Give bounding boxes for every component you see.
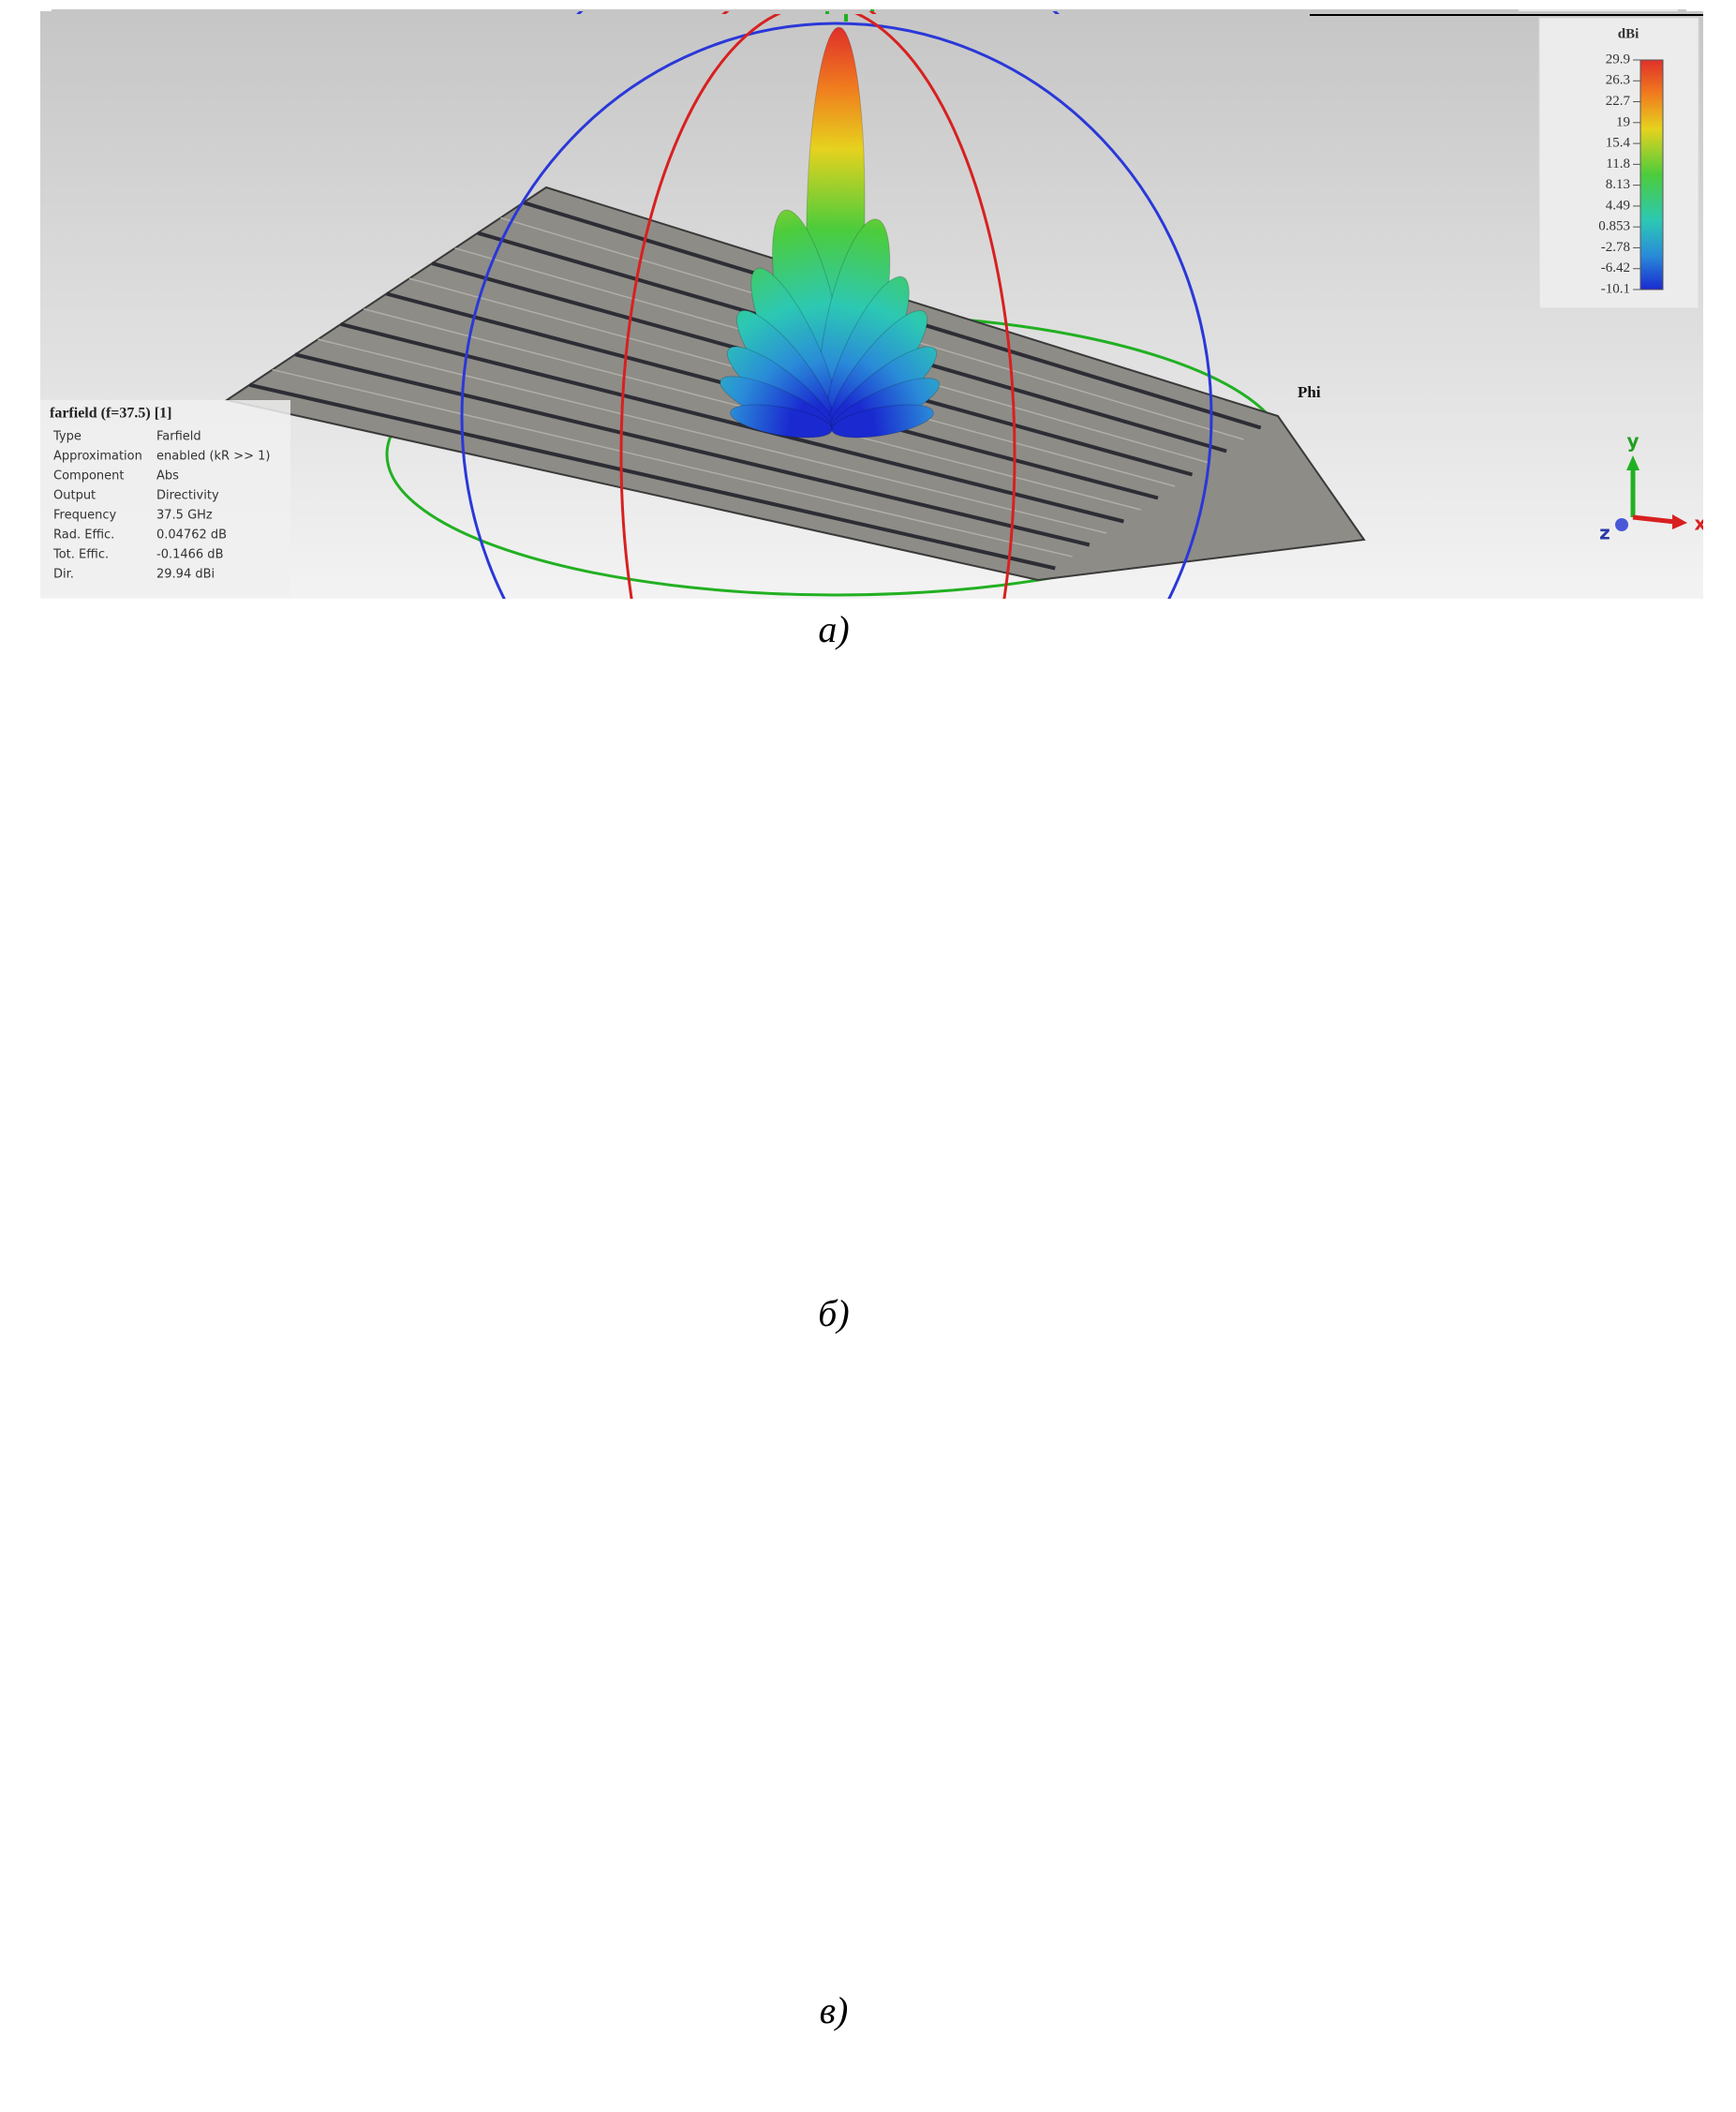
- info-label: Output: [53, 489, 96, 503]
- caption: в): [819, 1989, 849, 2031]
- colorbar-bar: [1640, 59, 1664, 290]
- colorbar-tick-label: 4.49: [1606, 198, 1630, 213]
- info-label: Tot. Effic.: [52, 548, 109, 562]
- platform-slot: [340, 321, 1124, 524]
- info-label: Type: [52, 430, 82, 444]
- info-value: 37.5 GHz: [156, 509, 213, 523]
- pattern-lobe: [831, 404, 934, 439]
- colorbar-tick-label: 19: [1616, 114, 1630, 129]
- colorbar-unit: dBi: [1618, 26, 1640, 41]
- colorbar-tick-label: 0.853: [1598, 219, 1630, 234]
- blue-arc: [460, 22, 1213, 599]
- red-arc: [619, 14, 1016, 599]
- colorbar-tick-label: 29.9: [1606, 52, 1630, 67]
- info-value: Abs: [156, 469, 179, 483]
- colorbar-tick-label: -2.78: [1601, 240, 1630, 255]
- platform-slot: [272, 368, 1073, 558]
- info-value: Farfield: [156, 430, 201, 444]
- triad-x-head: [1672, 514, 1687, 529]
- colorbar-tick-label: 8.13: [1606, 177, 1630, 192]
- colorbar-tick-label: -10.1: [1601, 281, 1630, 296]
- phi-label: Phi: [1298, 383, 1321, 401]
- caption: а): [818, 608, 850, 650]
- info-label: Component: [53, 469, 124, 483]
- info-value: 29.94 dBi: [156, 568, 215, 582]
- platform-slot: [248, 382, 1056, 571]
- colorbar-tick-label: 11.8: [1606, 156, 1630, 171]
- platform-slot: [318, 338, 1107, 534]
- colorbar-tick-label: -6.42: [1601, 260, 1630, 275]
- caption: б): [818, 1292, 850, 1334]
- info-label: Frequency: [53, 509, 116, 523]
- triad-z: [1615, 518, 1628, 531]
- info-title: farfield (f=37.5) [1]: [50, 406, 171, 422]
- info-label: Approximation: [53, 450, 142, 464]
- info-value: -0.1466 dB: [156, 548, 223, 562]
- triad-z-label: z: [1599, 522, 1610, 544]
- info-box: [40, 400, 290, 597]
- colorbar-tick-label: 26.3: [1606, 73, 1630, 88]
- info-value: enabled (kR >> 1): [156, 450, 270, 464]
- colorbar-tick-label: 15.4: [1606, 136, 1631, 151]
- triad-y-label: y: [1626, 430, 1639, 453]
- platform-slot: [294, 352, 1091, 547]
- info-value: 0.04762 dB: [156, 528, 227, 543]
- info-value: Directivity: [156, 489, 219, 503]
- colorbar-box: [1538, 17, 1699, 309]
- colorbar-tick-label: 22.7: [1606, 94, 1631, 109]
- triad-x: [1632, 514, 1676, 525]
- info-label: Rad. Effic.: [53, 528, 114, 543]
- triad-x-label: x: [1695, 513, 1703, 535]
- panel-view: dBi 29.9 26.3 22.7 19 15.4 11.8 8.13 4.49 0.853 -2…: [40, 14, 1703, 599]
- triad-y-head: [1626, 455, 1640, 470]
- info-label: Dir.: [53, 568, 74, 582]
